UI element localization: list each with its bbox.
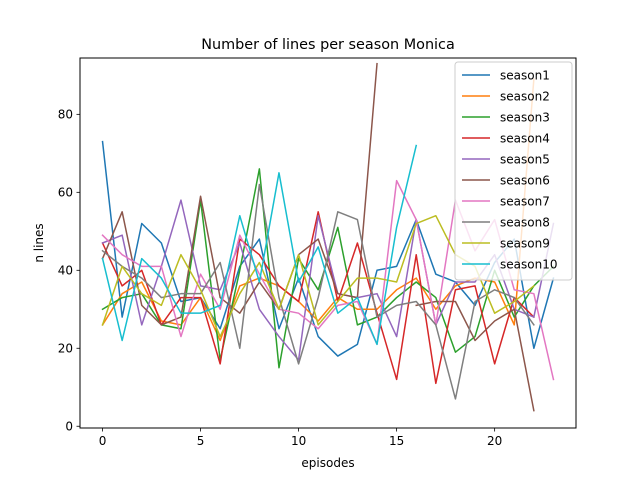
x-tick-label: 20 — [487, 434, 502, 448]
series-line-season2 — [101, 78, 535, 342]
y-tick-label: 0 — [65, 420, 73, 434]
y-axis-label: n lines — [32, 223, 46, 262]
legend: season1 season2 season3 season4 season5 seaso… — [454, 61, 573, 281]
y-axis-ticks: 0 20 40 60 80 — [58, 108, 80, 434]
y-tick-label: 40 — [58, 264, 73, 278]
chart-title: Number of lines per season Monica — [201, 37, 455, 53]
series-line-season10 — [101, 144, 418, 346]
series-line-season4 — [101, 211, 535, 385]
y-tick-label: 60 — [58, 186, 73, 200]
legend-label-season1: season1 — [500, 69, 550, 83]
plot-frame — [79, 57, 577, 429]
x-axis-label: episodes — [301, 456, 354, 470]
legend-label-season8: season8 — [500, 216, 550, 230]
x-tick-label: 10 — [291, 434, 306, 448]
legend-label-season5: season5 — [500, 153, 550, 167]
legend-label-season7: season7 — [500, 195, 550, 209]
legend-label-season4: season4 — [500, 132, 550, 146]
x-axis-ticks: 0 5 10 15 20 — [99, 428, 502, 448]
legend-label-season6: season6 — [500, 174, 550, 188]
x-tick-label: 5 — [197, 434, 205, 448]
legend-label-season9: season9 — [500, 237, 550, 251]
legend-label-season10: season10 — [500, 258, 557, 272]
y-tick-label: 80 — [58, 108, 73, 122]
legend-label-season3: season3 — [500, 111, 550, 125]
x-tick-label: 15 — [389, 434, 404, 448]
x-tick-label: 0 — [99, 434, 107, 448]
series-line-season8 — [101, 183, 535, 400]
series-line-season6 — [101, 62, 535, 412]
legend-label-season2: season2 — [500, 90, 550, 104]
y-tick-label: 20 — [58, 342, 73, 356]
